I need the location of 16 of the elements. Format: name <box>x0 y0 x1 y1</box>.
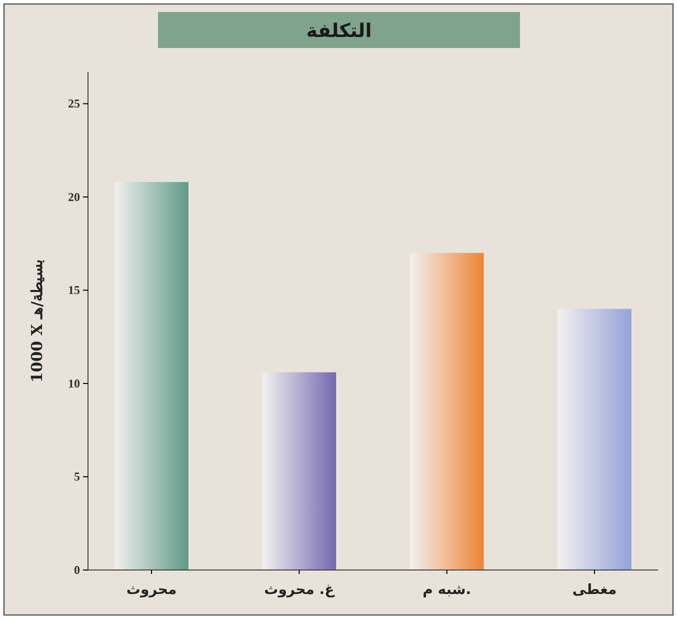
x-tick-label: شبه م. <box>422 582 472 598</box>
y-tick-label: 0 <box>74 562 80 577</box>
bar <box>262 372 336 570</box>
y-tick-label: 25 <box>68 96 80 111</box>
x-tick-label: غ. محروث <box>264 582 336 598</box>
chart-title: التكلفة <box>306 20 372 42</box>
bar <box>114 182 188 570</box>
x-tick-label: محروث <box>126 582 177 598</box>
y-tick-label: 5 <box>74 470 80 484</box>
y-tick-label: 20 <box>68 190 80 204</box>
bar <box>410 252 484 570</box>
x-tick-label: مغطى <box>572 582 617 598</box>
bar <box>558 308 632 570</box>
y-tick-label: 10 <box>68 376 80 390</box>
y-tick-label: 15 <box>68 283 80 298</box>
y-axis-title: 1000 X بسيطة/هـ <box>28 259 46 383</box>
